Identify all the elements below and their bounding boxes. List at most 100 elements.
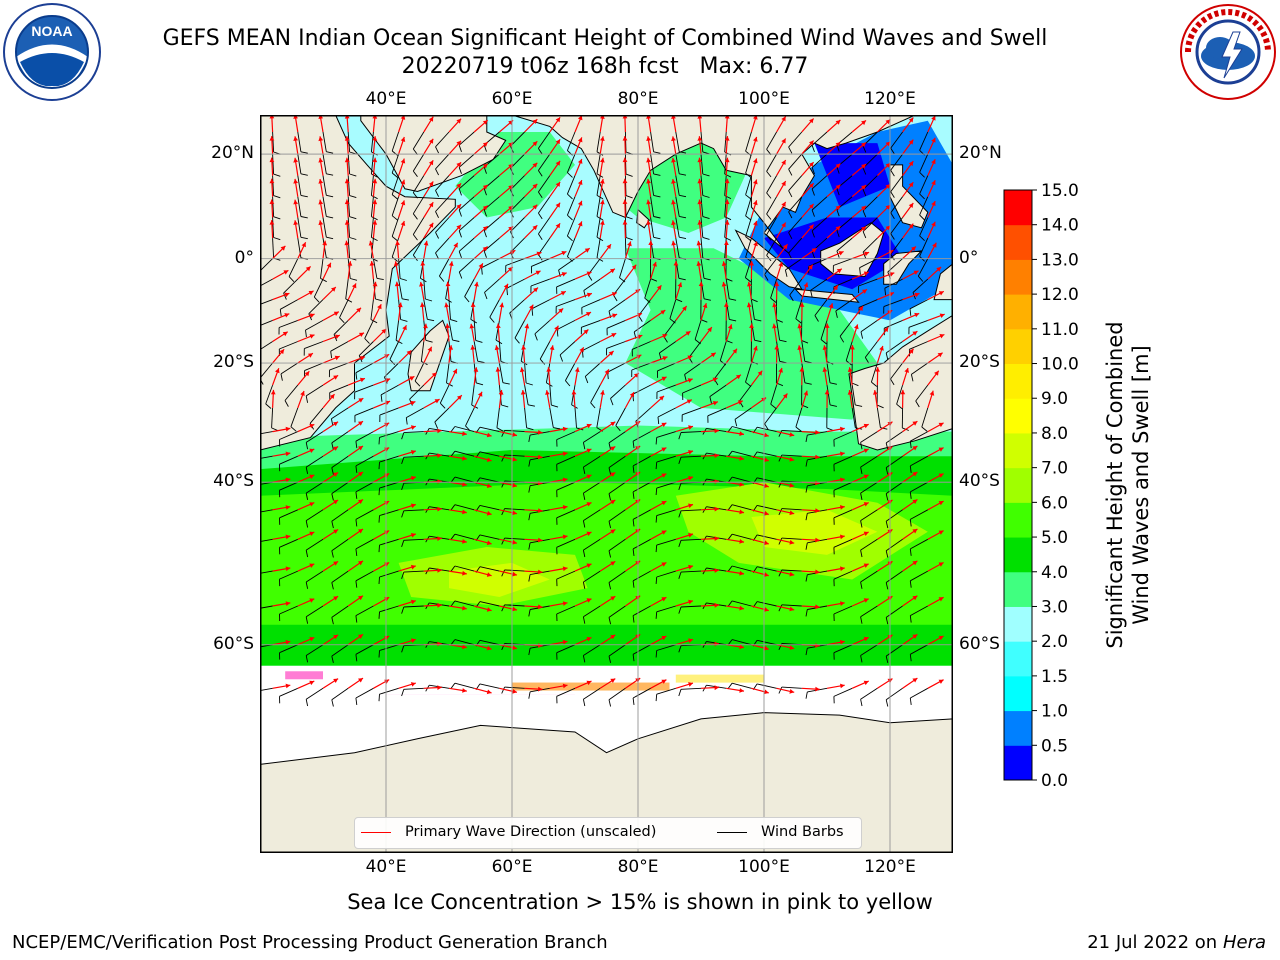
wind-barb-flag: [452, 339, 460, 342]
wave-arrow-head: [333, 375, 339, 380]
wind-barb-flag: [326, 215, 334, 219]
wind-barb-staff: [412, 175, 425, 193]
wave-arrow-head: [688, 533, 693, 538]
wave-arrow-head: [462, 456, 467, 461]
wave-arrow-head: [478, 263, 483, 269]
wave-arrow-head: [611, 292, 617, 297]
wave-arrow-head: [622, 178, 628, 184]
wave-arrow-head: [270, 389, 276, 395]
wind-barb-staff: [860, 538, 878, 551]
wind-barb-staff: [272, 131, 275, 153]
wind-barb-flag: [625, 195, 633, 199]
wind-barb-flag: [567, 235, 573, 242]
wind-barb-flag: [401, 540, 405, 548]
wave-arrow-head: [610, 678, 616, 683]
wave-arrow-head: [555, 117, 561, 123]
wave-arrow-head: [764, 432, 769, 438]
wind-barb-staff: [757, 639, 777, 646]
wind-barb-staff: [412, 196, 425, 214]
wind-barb-staff: [910, 481, 929, 493]
wind-barb-flag: [917, 275, 924, 282]
wind-barb-flag: [862, 167, 867, 175]
wind-barb-flag: [725, 339, 733, 344]
colorbar-tick-label: 11.0: [1041, 320, 1079, 340]
land-sulawesi: [883, 250, 923, 285]
wind-barb-staff: [434, 407, 450, 423]
wave-arrow-head: [309, 474, 315, 479]
wave-arrow-head: [555, 202, 561, 208]
wave-arrow-head: [698, 281, 704, 287]
wave-arrow-head: [697, 136, 703, 141]
land-arabia: [360, 114, 507, 193]
wind-barb-flag: [653, 194, 661, 198]
wave-arrow-head: [377, 304, 382, 310]
wind-barb-staff: [259, 362, 273, 379]
wind-barb-flag: [370, 319, 378, 324]
wind-barb-flag: [320, 278, 327, 283]
wind-barb-staff: [860, 320, 878, 333]
wind-barb-staff: [470, 299, 475, 320]
wave-arrow-head: [358, 446, 363, 451]
wave-arrow-head: [938, 679, 944, 684]
wind-barb-staff: [435, 131, 450, 148]
wave-arrow-head: [275, 368, 280, 374]
wind-barb-staff: [859, 258, 878, 269]
wind-barb-staff: [724, 154, 727, 175]
wind-barb-flag: [355, 491, 358, 499]
wind-barb-staff: [297, 154, 302, 174]
wind-barb-staff: [520, 341, 526, 362]
wave-arrow-head: [782, 393, 788, 399]
wave-arrow-head: [912, 634, 918, 639]
wind-barb-staff: [412, 131, 425, 150]
wind-barb-flag: [770, 403, 777, 409]
wave-arrow-head: [789, 645, 795, 650]
wind-barb-staff: [280, 299, 299, 310]
wave-arrow-head: [318, 199, 324, 205]
wind-barb-staff: [435, 175, 450, 191]
wind-barb-flag: [401, 571, 405, 579]
wave-arrow-head: [840, 534, 845, 540]
wave-arrow-head: [308, 290, 314, 296]
wave-arrow-head: [862, 289, 867, 294]
wind-barb-flag: [704, 298, 711, 301]
nws-logo: [1180, 4, 1276, 100]
wave-arrow-head: [285, 477, 291, 483]
wave-arrow-head: [521, 345, 526, 350]
wind-barb-flag: [400, 319, 408, 322]
wave-arrow-head: [606, 244, 611, 250]
wave-arrow-head: [420, 302, 425, 308]
wind-barb-staff: [659, 341, 677, 354]
wind-barb-staff: [458, 196, 475, 211]
wave-arrow-head: [577, 137, 583, 143]
wind-barb-flag: [355, 372, 358, 380]
wave-arrow-head: [688, 682, 693, 687]
wind-barb-flag: [862, 145, 867, 153]
wind-barb-staff: [624, 175, 627, 196]
wind-barb-flag: [349, 237, 357, 240]
wave-arrow-head: [661, 530, 667, 535]
wind-barb-flag: [805, 691, 808, 699]
wind-barb-flag: [839, 336, 845, 343]
wind-barb-staff: [745, 196, 752, 217]
wind-barb-staff: [280, 362, 299, 375]
wind-barb-flag: [632, 580, 635, 588]
wave-arrow-head: [583, 329, 589, 335]
wind-barb-flag: [700, 319, 708, 323]
wind-barb-staff: [435, 153, 450, 170]
wind-barb-staff: [566, 217, 576, 237]
wind-barb-staff: [420, 341, 425, 362]
lon-tick-bottom: 40°E: [365, 857, 407, 877]
wave-arrow-head: [749, 261, 754, 266]
wind-barb-flag: [727, 600, 733, 607]
wind-barb-flag: [584, 376, 589, 384]
wave-arrow-head: [482, 163, 488, 169]
wind-barb-flag: [582, 520, 586, 528]
colorbar-tick-label: 10.0: [1041, 355, 1079, 375]
wind-barb-flag: [378, 515, 380, 523]
wind-barb-staff: [566, 175, 576, 195]
wave-arrow-head: [555, 182, 561, 187]
wave-arrow-head: [764, 510, 769, 516]
wave-arrow-head: [369, 261, 375, 266]
wave-arrow-head: [473, 367, 479, 372]
wind-barb-flag: [702, 216, 710, 220]
